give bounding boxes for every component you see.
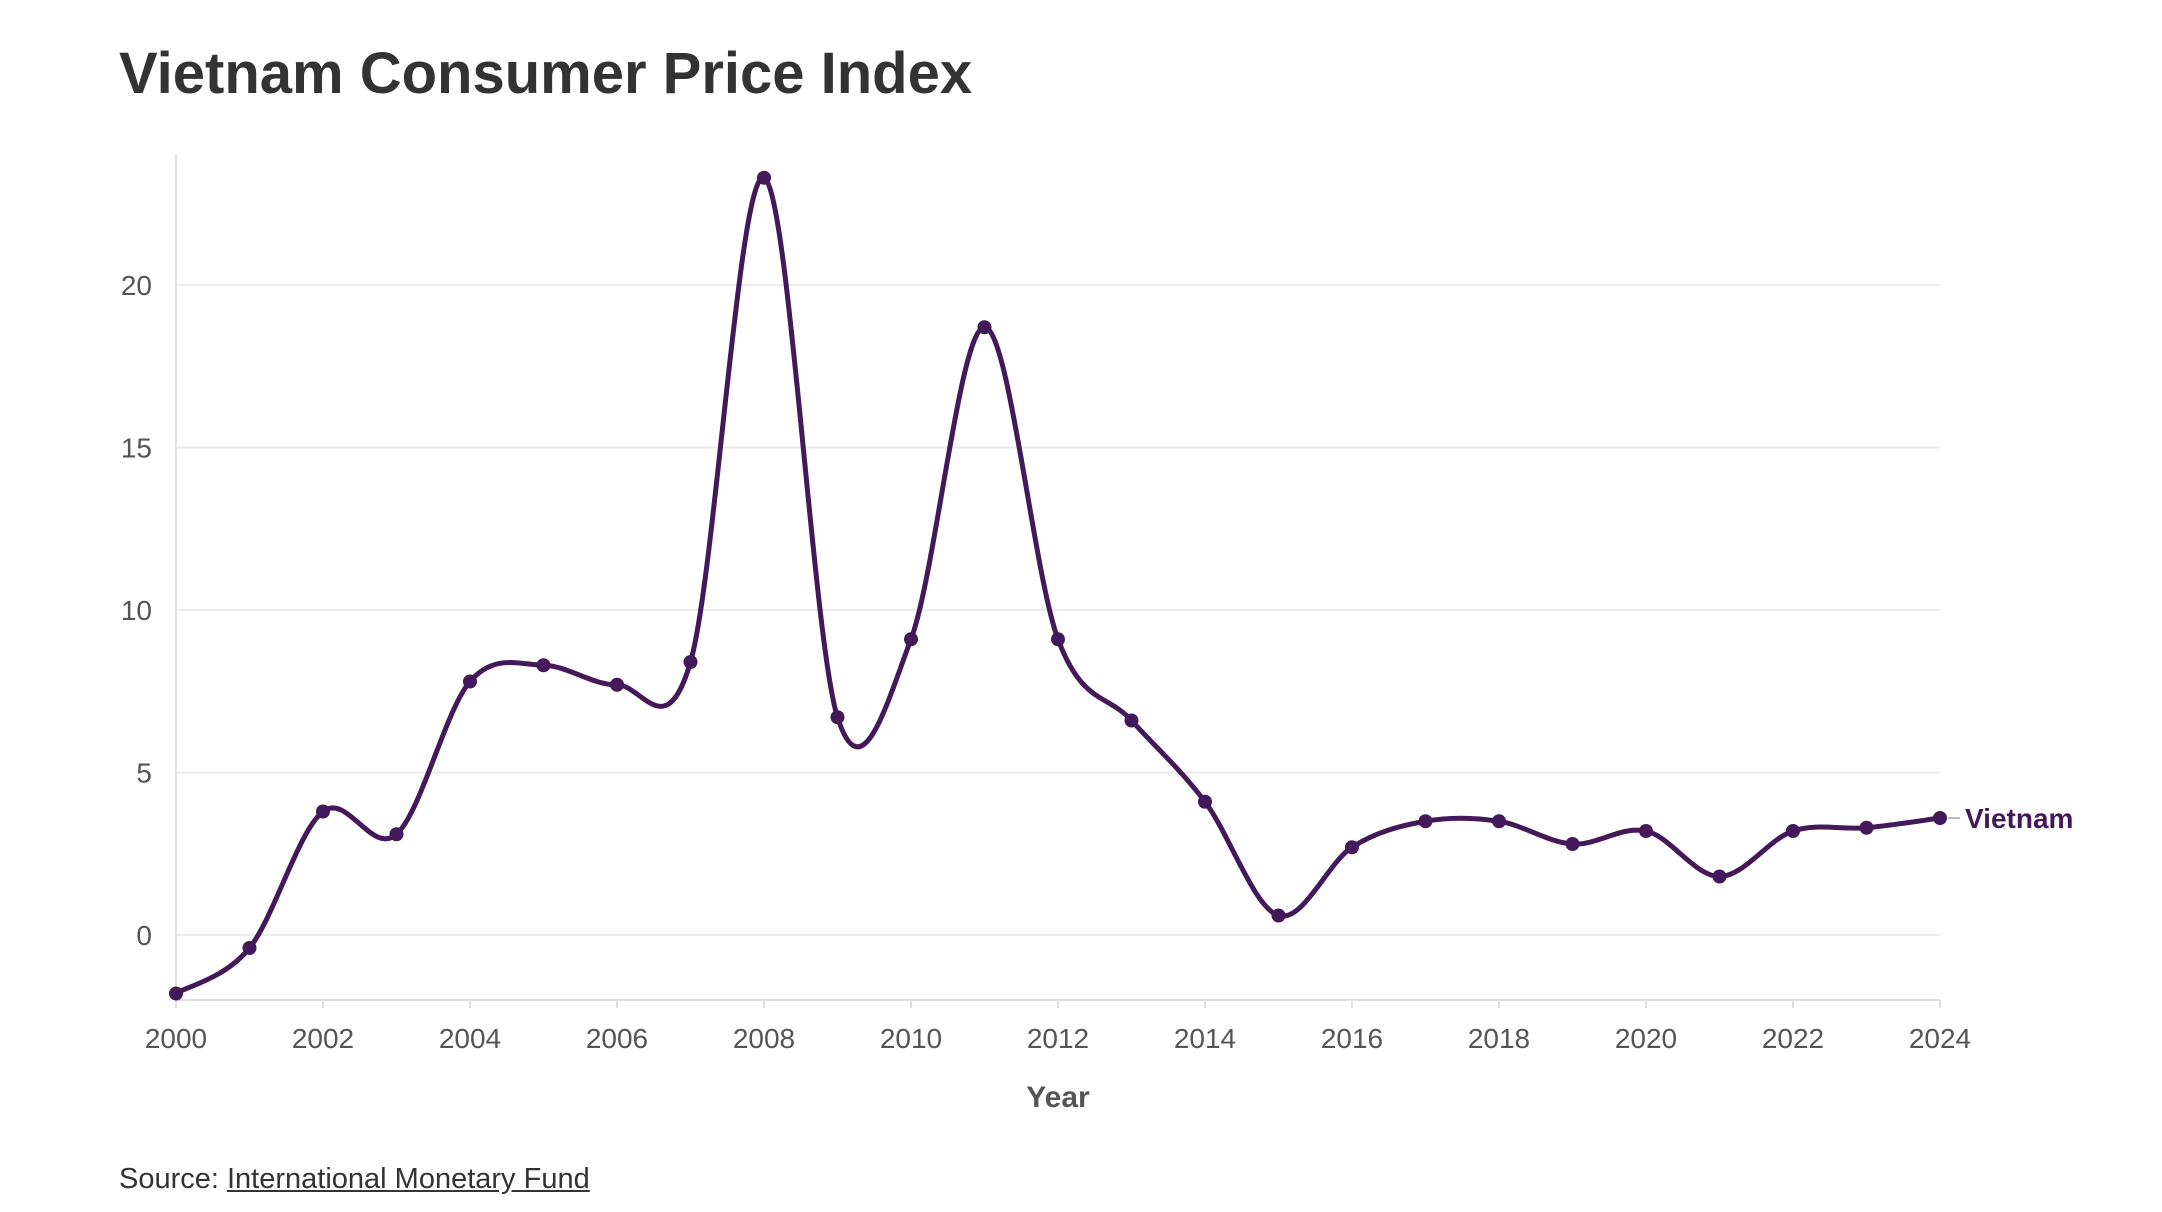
data-point-2014 bbox=[1198, 794, 1212, 809]
y-tick-label: 15 bbox=[121, 433, 152, 464]
data-point-2000 bbox=[169, 986, 183, 1001]
data-point-2004 bbox=[463, 674, 477, 689]
x-tick-label: 2002 bbox=[292, 1023, 354, 1054]
series-end-label: Vietnam bbox=[1965, 803, 2073, 834]
data-point-2005 bbox=[536, 658, 551, 673]
series-line bbox=[174, 175, 1941, 996]
x-axis-title: Year bbox=[1026, 1081, 1090, 1114]
x-tick-label: 2016 bbox=[1321, 1023, 1383, 1054]
data-point-2015 bbox=[1271, 908, 1286, 923]
data-point-2018 bbox=[1492, 814, 1506, 829]
chart-title: Vietnam Consumer Price Index bbox=[119, 41, 973, 106]
data-point-2017 bbox=[1418, 814, 1433, 829]
data-point-2009 bbox=[830, 710, 845, 725]
y-tick-label: 0 bbox=[136, 920, 152, 951]
y-tick-label: 10 bbox=[121, 595, 152, 626]
data-point-2016 bbox=[1345, 840, 1359, 855]
data-point-2012 bbox=[1051, 632, 1065, 647]
data-point-2011 bbox=[977, 320, 992, 335]
data-point-2006 bbox=[610, 677, 624, 692]
x-tick-label: 2006 bbox=[586, 1023, 648, 1054]
x-tick-label: 2008 bbox=[733, 1023, 795, 1054]
data-point-2021 bbox=[1712, 869, 1727, 884]
grid-lines bbox=[176, 284, 1940, 936]
x-tick-label: 2020 bbox=[1615, 1023, 1677, 1054]
data-point-2010 bbox=[904, 632, 918, 647]
data-point-2008 bbox=[757, 170, 771, 185]
x-tick-label: 2014 bbox=[1174, 1023, 1236, 1054]
data-point-2022 bbox=[1786, 824, 1800, 838]
x-tick-label: 2012 bbox=[1027, 1023, 1089, 1054]
axes bbox=[175, 155, 1941, 1008]
data-point-2020 bbox=[1639, 824, 1653, 838]
x-tick-label: 2022 bbox=[1762, 1023, 1824, 1054]
source-prefix: Source: bbox=[119, 1163, 227, 1195]
y-tick-label: 5 bbox=[136, 758, 152, 789]
x-tick-label: 2000 bbox=[145, 1023, 207, 1054]
data-point-2013 bbox=[1124, 713, 1139, 728]
data-point-2003 bbox=[389, 827, 404, 842]
source-note: Source: International Monetary Fund bbox=[119, 1163, 590, 1196]
x-tick-label: 2018 bbox=[1468, 1023, 1530, 1054]
tick-labels: 0 5 10 15 20 2000 2002 2004 2006 2008 2010 2012 2014… bbox=[121, 270, 1971, 1054]
series-vietnam: Vietnam bbox=[169, 170, 2073, 1001]
data-point-2023 bbox=[1859, 820, 1874, 835]
data-point-2019 bbox=[1565, 837, 1580, 851]
data-point-2002 bbox=[316, 804, 330, 819]
x-tick-label: 2024 bbox=[1909, 1023, 1971, 1054]
data-point-2001 bbox=[242, 941, 257, 955]
source-link[interactable]: International Monetary Fund bbox=[227, 1163, 590, 1195]
y-tick-label: 20 bbox=[121, 270, 152, 301]
data-point-2007 bbox=[683, 655, 698, 669]
data-point-2024 bbox=[1933, 811, 1947, 825]
x-tick-label: 2010 bbox=[880, 1023, 942, 1054]
x-tick-label: 2004 bbox=[439, 1023, 501, 1054]
